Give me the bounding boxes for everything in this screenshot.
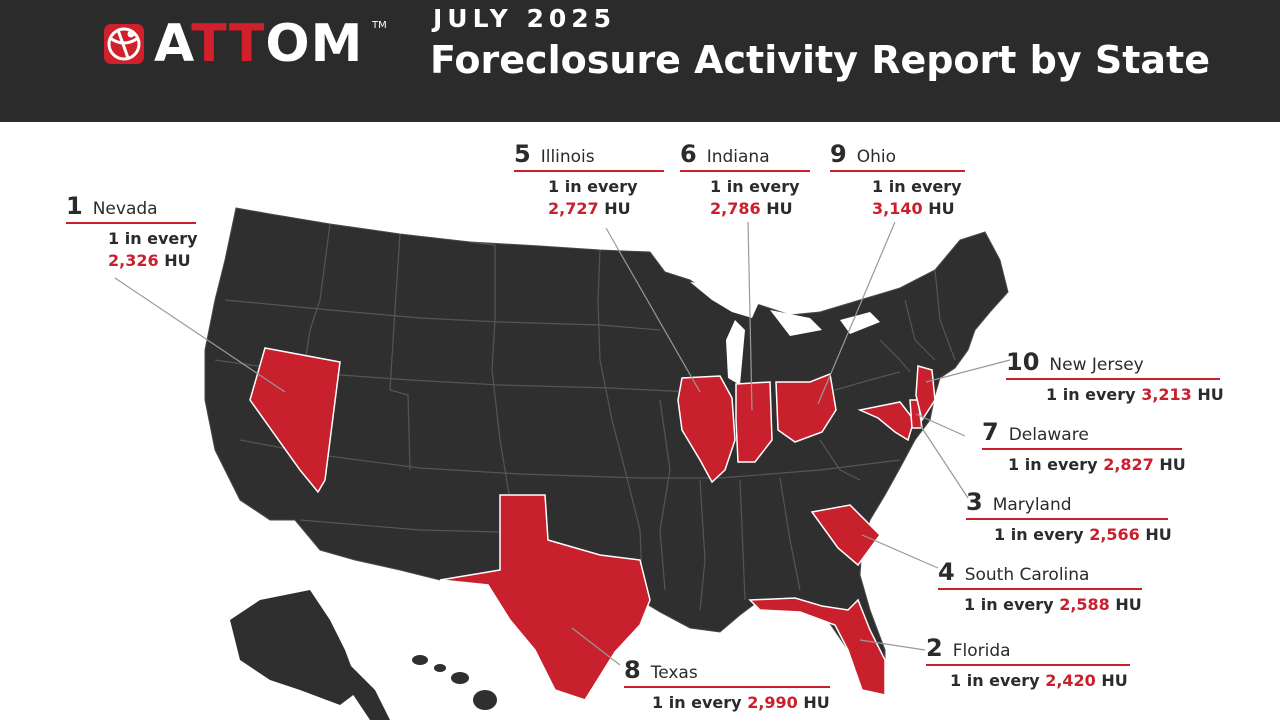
callout-illinois: 5 Illinois 1 in every 2,727 HU [514,140,664,220]
callout-ohio: 9 Ohio 1 in every 3,140 HU [830,140,965,220]
callout-rank: 7 [982,418,999,446]
callout-rate: 1 in every 3,140 HU [872,177,962,218]
callout-texas: 8 Texas 1 in every 2,990 HU [624,656,830,714]
state-illinois [677,375,736,484]
state-indiana [735,381,773,463]
callout-rank: 3 [966,488,983,516]
callout-rate: 1 in every 2,990 HU [652,693,830,712]
callout-state: Nevada [92,199,158,219]
attom-logo: ATTOM TM [98,16,388,72]
callout-state: Illinois [540,147,595,167]
state-south-carolina [810,504,881,567]
report-date: JULY 2025 [433,4,617,33]
report-title: Foreclosure Activity Report by State [430,38,1210,82]
alaska-shape [230,590,360,705]
great-lakes-shape [690,282,880,385]
callout-rate: 1 in every 2,420 HU [950,671,1128,690]
callout-rank: 2 [926,634,943,662]
state-texas [439,494,651,701]
callout-state: Florida [952,641,1011,661]
callout-rank: 10 [1006,348,1040,376]
state-maryland [857,401,915,442]
callout-maryland: 3 Maryland 1 in every 2,566 HU [966,488,1172,546]
callout-indiana: 6 Indiana 1 in every 2,786 HU [680,140,810,220]
header-banner: ATTOM TM JULY 2025 Foreclosure Activity … [0,0,1280,122]
callout-rank: 9 [830,140,847,168]
callout-rate: 1 in every 2,326 HU [108,229,198,270]
state-florida [748,597,886,696]
callout-state: Ohio [856,147,896,167]
callout-rate: 1 in every 3,213 HU [1046,385,1224,404]
callout-nevada: 1 Nevada 1 in every 2,326 HU [66,192,198,272]
callout-rate: 1 in every 2,566 HU [994,525,1172,544]
callout-state: Indiana [706,147,770,167]
callout-rate: 1 in every 2,827 HU [1008,455,1186,474]
callout-delaware: 7 Delaware 1 in every 2,827 HU [982,418,1186,476]
callout-florida: 2 Florida 1 in every 2,420 HU [926,634,1130,692]
logo-wordmark: ATTOM [154,14,364,74]
callout-rank: 8 [624,656,641,684]
us-map-svg [114,207,1011,720]
callout-rank: 4 [938,558,955,586]
callout-state: Maryland [992,495,1072,515]
callout-state: South Carolina [964,565,1090,585]
leader-lines [114,221,1011,666]
callout-new-jersey: 10 New Jersey 1 in every 3,213 HU [1006,348,1224,406]
us-map [0,122,1280,720]
callout-rate: 1 in every 2,727 HU [548,177,638,218]
alaska-panhandle-shape [345,660,390,720]
callout-south-carolina: 4 South Carolina 1 in every 2,588 HU [938,558,1142,616]
callout-state: Texas [650,663,698,683]
callout-rank: 1 [66,192,83,220]
state-ohio [775,372,837,443]
callout-rate: 1 in every 2,588 HU [964,595,1142,614]
callout-state: New Jersey [1049,355,1144,375]
trademark-mark: TM [372,20,387,31]
callout-state: Delaware [1008,425,1089,445]
callout-rank: 6 [680,140,697,168]
callout-rank: 5 [514,140,531,168]
hawaii-shape [412,655,497,710]
globe-logo-icon [104,24,144,64]
callout-rate: 1 in every 2,786 HU [710,177,800,218]
state-new-jersey [915,365,936,422]
